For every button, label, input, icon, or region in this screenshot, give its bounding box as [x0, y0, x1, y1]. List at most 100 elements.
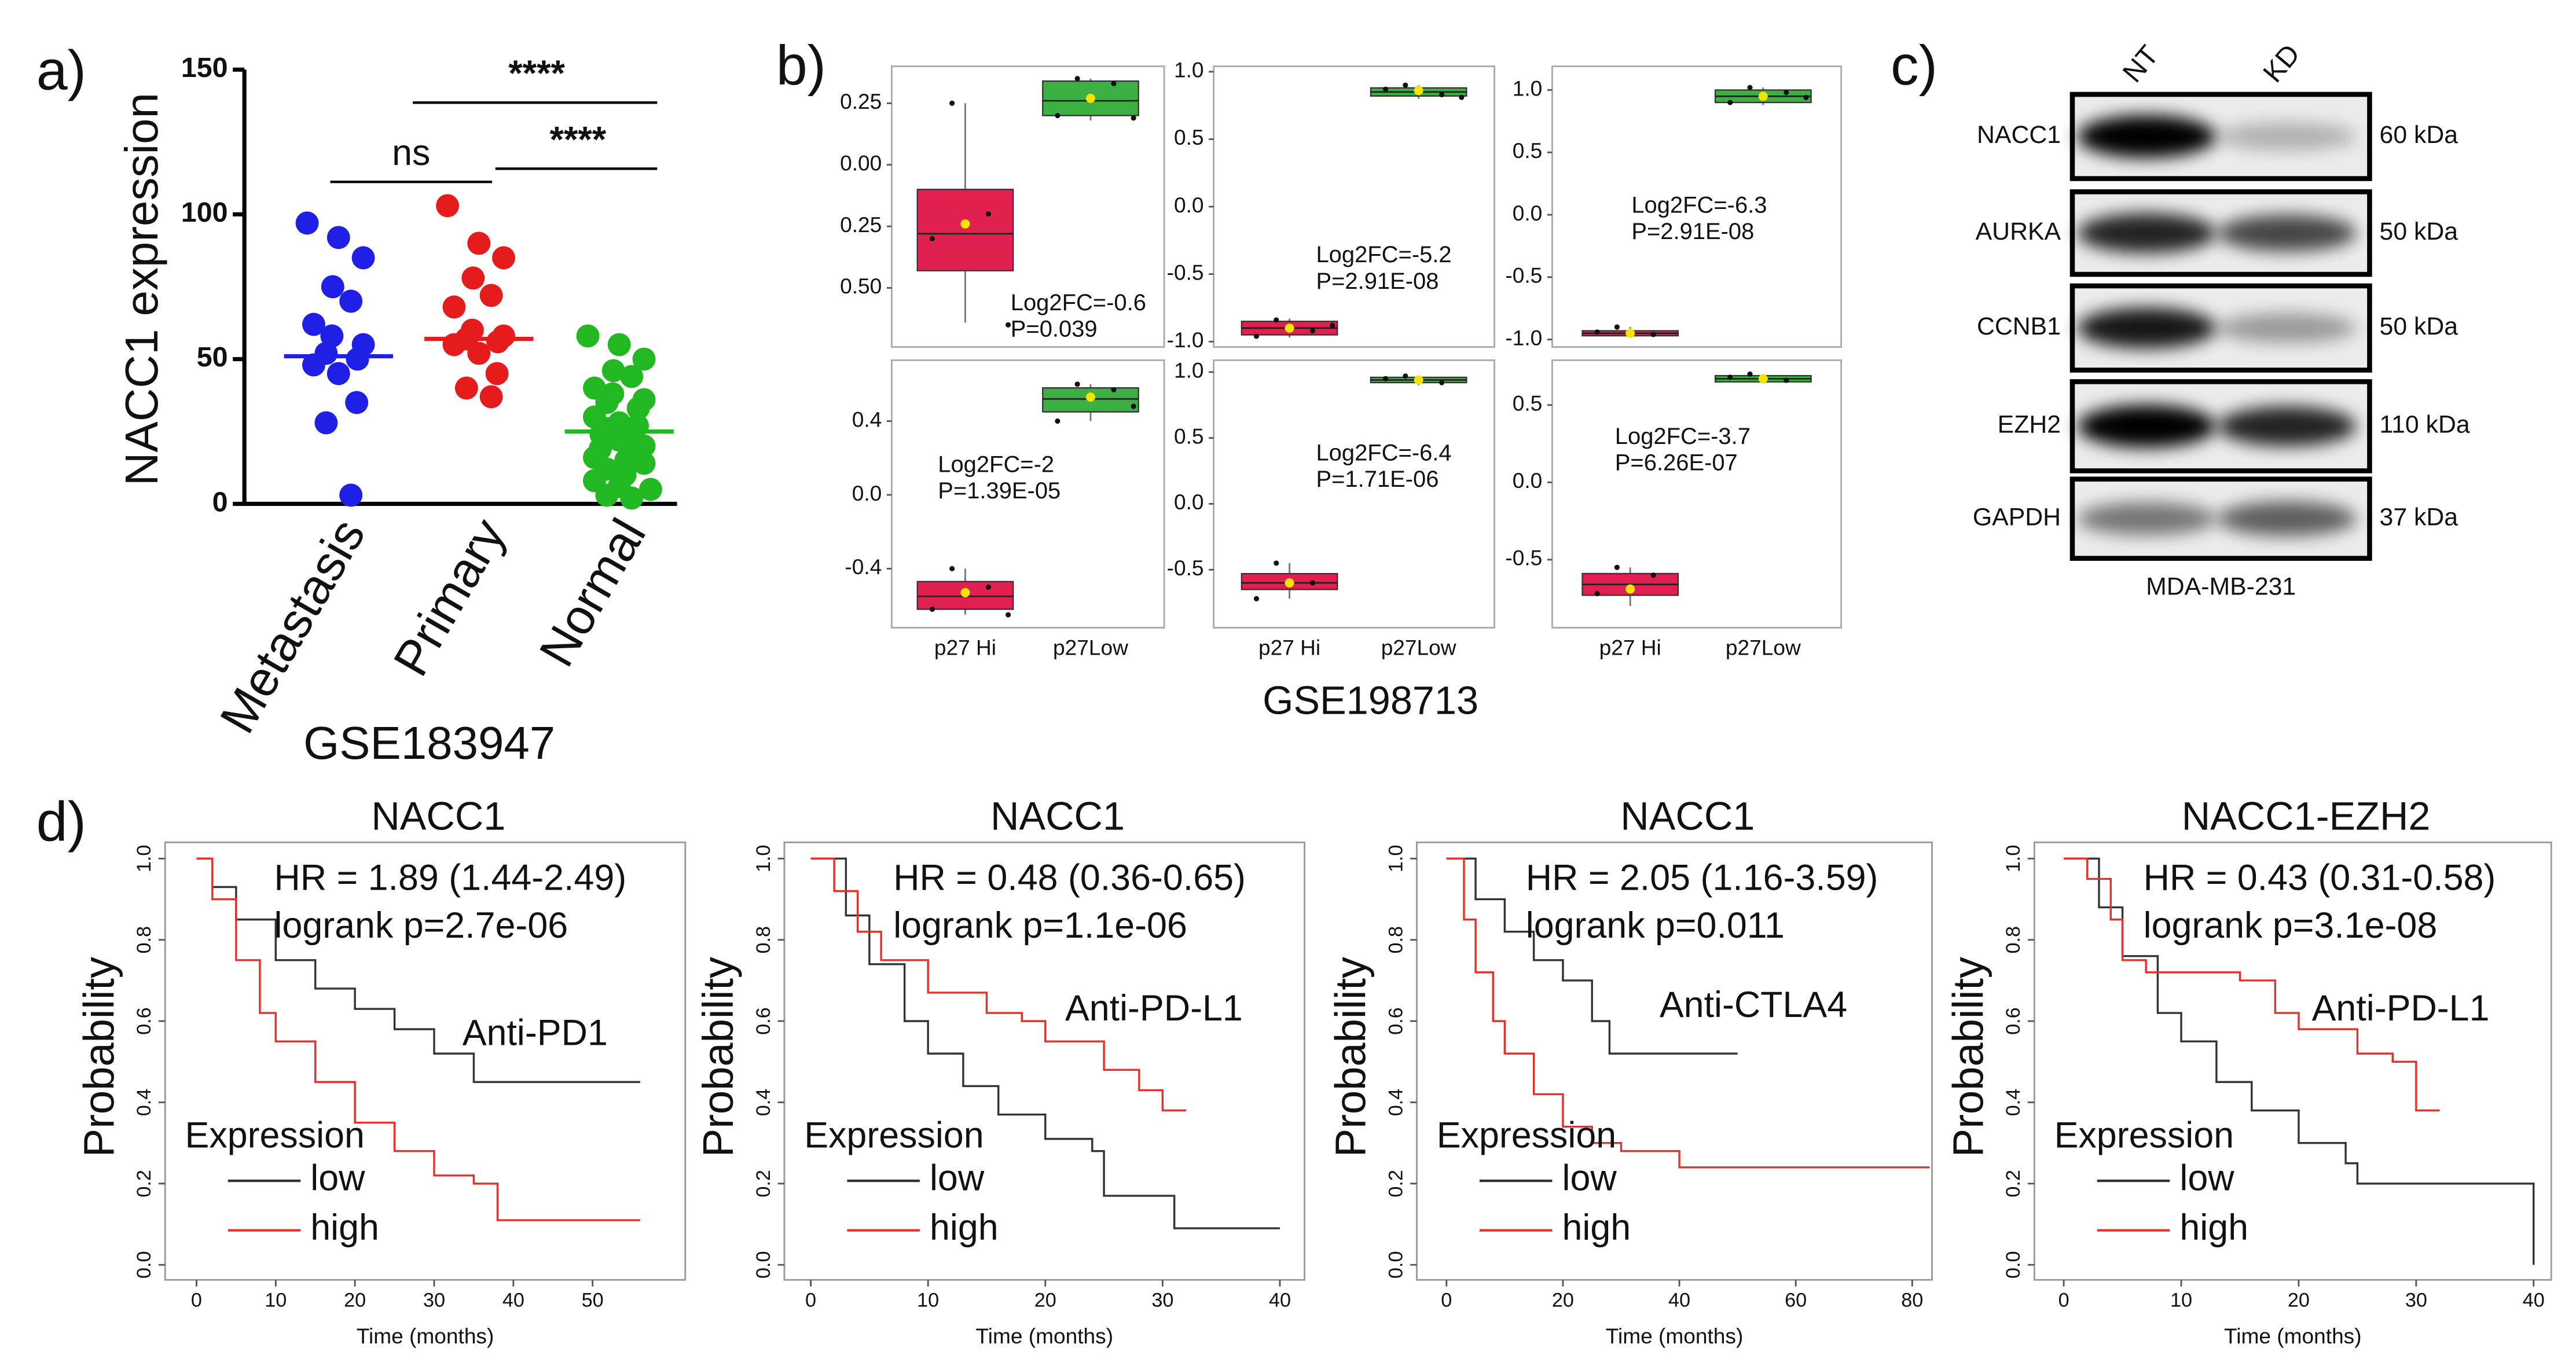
y-tick-label: 0.2 [2002, 1170, 2024, 1198]
point [1074, 381, 1080, 387]
point [1383, 376, 1389, 381]
mean [1625, 328, 1635, 338]
y-axis-label: NACC1 expression [116, 93, 167, 486]
y-tick-label: 0.4 [133, 1089, 155, 1117]
lane-label: KD [2257, 38, 2306, 88]
band [2077, 405, 2217, 448]
x-tick-label: 40 [1269, 1289, 1291, 1311]
x-tick-label: 10 [2170, 1289, 2192, 1311]
dot [601, 359, 625, 383]
legend-label: low [930, 1158, 985, 1199]
y-tick-label: 0.25 [840, 89, 882, 113]
point [949, 566, 955, 572]
x-tick-label: 0 [1441, 1289, 1452, 1311]
plot-frame [164, 841, 687, 1281]
dot [326, 362, 350, 385]
y-tick-label: 0.0 [2002, 1251, 2024, 1279]
point [1253, 333, 1260, 339]
y-tick-label: 0.6 [133, 1007, 155, 1035]
chart-title: NACC1 [1620, 794, 1755, 838]
point [985, 584, 991, 590]
chart-title: NACC1 [990, 794, 1125, 838]
x-axis-label: GSE198713 [1263, 678, 1478, 723]
point [1727, 374, 1733, 380]
y-tick-label: 0 [212, 486, 228, 517]
point [1253, 596, 1260, 601]
annotation: P=6.26E-07 [1615, 450, 1738, 476]
y-tick-label: 1.0 [1174, 358, 1204, 383]
annotation: Anti-PD1 [463, 1013, 608, 1053]
panel-label: c) [1891, 34, 1937, 97]
point [1006, 612, 1011, 618]
dot [346, 347, 369, 371]
survival-curve [196, 857, 640, 1084]
x-axis-label: GSE183947 [303, 717, 555, 769]
dot [302, 353, 325, 377]
band [2217, 313, 2357, 343]
dot [639, 478, 662, 501]
point [1131, 403, 1136, 409]
annotation: logrank p=0.011 [1526, 905, 1785, 946]
annotation: HR = 2.05 (1.16-3.59) [1526, 857, 1878, 898]
y-tick-label: 0.6 [753, 1007, 775, 1035]
point [1594, 329, 1600, 335]
point [1784, 90, 1789, 96]
x-tick-label: 60 [1785, 1289, 1807, 1311]
y-tick-label: 0.00 [840, 151, 882, 175]
y-tick-label: 0.0 [852, 481, 882, 505]
mean [1085, 93, 1095, 103]
protein-size: 37 kDa [2380, 503, 2458, 531]
dot [314, 411, 338, 435]
x-axis-label: Time (months) [1606, 1324, 1744, 1348]
point [1055, 113, 1061, 119]
point [1439, 380, 1445, 385]
dot [339, 483, 363, 507]
annotation: Anti-PD-L1 [1065, 988, 1243, 1029]
panel-label: a) [36, 38, 86, 101]
survival-curve [1446, 857, 1930, 1169]
point [1747, 85, 1753, 90]
y-tick-label: 0.25 [840, 212, 882, 237]
dot [295, 211, 319, 235]
point [985, 211, 991, 217]
plot-frame [1213, 65, 1495, 348]
x-tick-label: p27Low [1053, 635, 1128, 659]
protein-size: 110 kDa [2380, 411, 2470, 439]
annotation: logrank p=2.7e-06 [274, 905, 568, 946]
y-tick-label: 0.8 [2002, 926, 2024, 954]
legend-label: low [2179, 1158, 2234, 1199]
y-tick-label: 1.0 [133, 845, 155, 873]
y-tick-label: 0.2 [1385, 1170, 1407, 1198]
annotation: Log2FC=-0.6 [1011, 290, 1146, 315]
annotation: HR = 0.43 (0.31-0.58) [2144, 857, 2496, 898]
x-tick-label: p27 Hi [1258, 635, 1320, 659]
y-tick-label: 0.0 [1174, 490, 1204, 514]
dot [626, 396, 650, 420]
x-tick-label: 20 [1034, 1289, 1056, 1311]
protein-name: NACC1 [1977, 121, 2061, 149]
x-tick-label: 50 [582, 1289, 604, 1311]
y-tick-label: 0.8 [753, 926, 775, 954]
point [1006, 322, 1011, 328]
band [2217, 501, 2357, 537]
legend-title: Expression [1437, 1115, 1616, 1155]
y-tick-label: 0.0 [753, 1251, 775, 1279]
y-axis-label: Probability [694, 957, 742, 1157]
point [1784, 377, 1789, 383]
band [2077, 213, 2217, 254]
point [1274, 317, 1279, 323]
annotation: Log2FC=-2 [938, 451, 1054, 477]
legend-title: Expression [2054, 1115, 2234, 1155]
legend-label: low [1562, 1158, 1617, 1199]
x-axis-label: Time (months) [357, 1324, 494, 1348]
x-axis-label: Time (months) [975, 1324, 1113, 1348]
band [2217, 214, 2357, 252]
plot-frame [1416, 841, 1933, 1281]
mean [960, 587, 970, 597]
annotation: Anti-CTLA4 [1660, 985, 1847, 1025]
dot [485, 362, 509, 385]
y-tick-label: 0.50 [840, 274, 882, 298]
band [2217, 406, 2357, 446]
annotation: P=1.39E-05 [938, 478, 1061, 504]
